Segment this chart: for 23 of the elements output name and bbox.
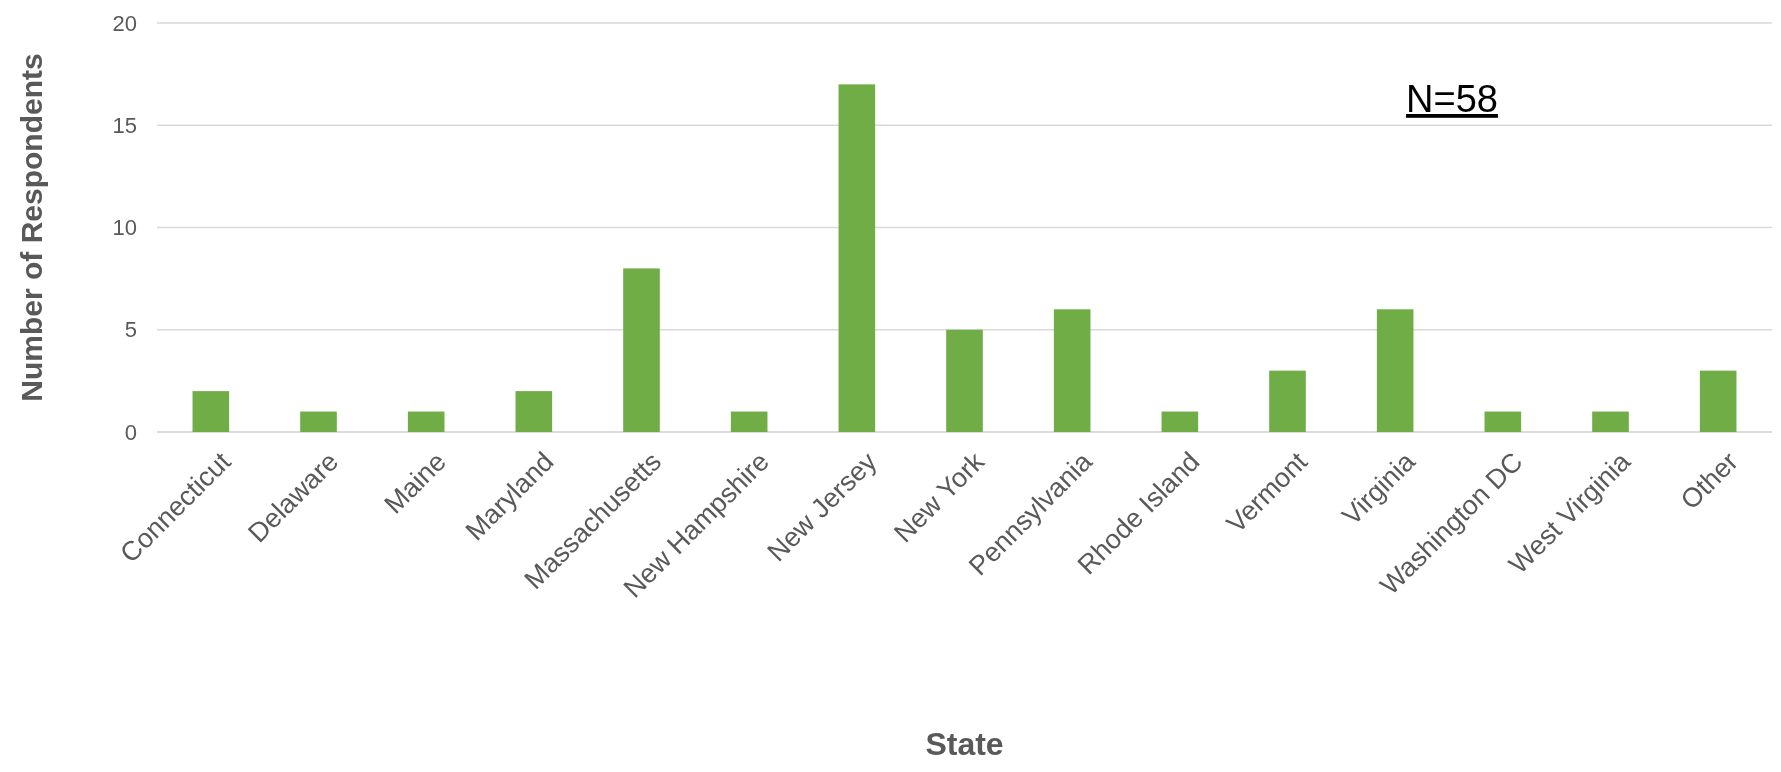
bar [300,411,337,432]
y-tick-label: 20 [112,10,137,36]
bar [407,411,445,432]
bar [515,391,553,432]
x-axis-title: State [925,726,1004,762]
y-tick-label: 15 [112,112,137,138]
y-axis-title: Number of Respondents [15,53,48,402]
y-tick-label: 10 [112,215,137,241]
y-tick-label: 0 [124,419,137,445]
y-tick-label: 5 [124,317,137,343]
annotation: N=58 [1406,78,1498,120]
bar [1269,370,1306,432]
bar [1161,411,1199,432]
bar [1699,370,1737,432]
bar [1484,411,1522,432]
bar [192,391,230,432]
bar [730,411,768,432]
bar [623,268,660,432]
bar [1053,309,1091,432]
bar [1376,309,1414,432]
bar [946,329,983,432]
bar [838,84,876,432]
bar [1592,411,1629,432]
